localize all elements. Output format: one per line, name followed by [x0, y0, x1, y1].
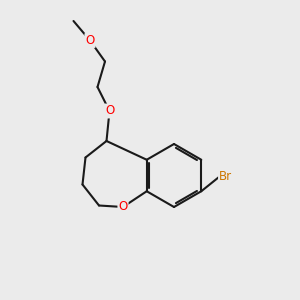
Text: Br: Br [219, 170, 232, 184]
Text: O: O [85, 34, 94, 47]
Text: O: O [118, 200, 127, 214]
Text: O: O [105, 104, 114, 118]
